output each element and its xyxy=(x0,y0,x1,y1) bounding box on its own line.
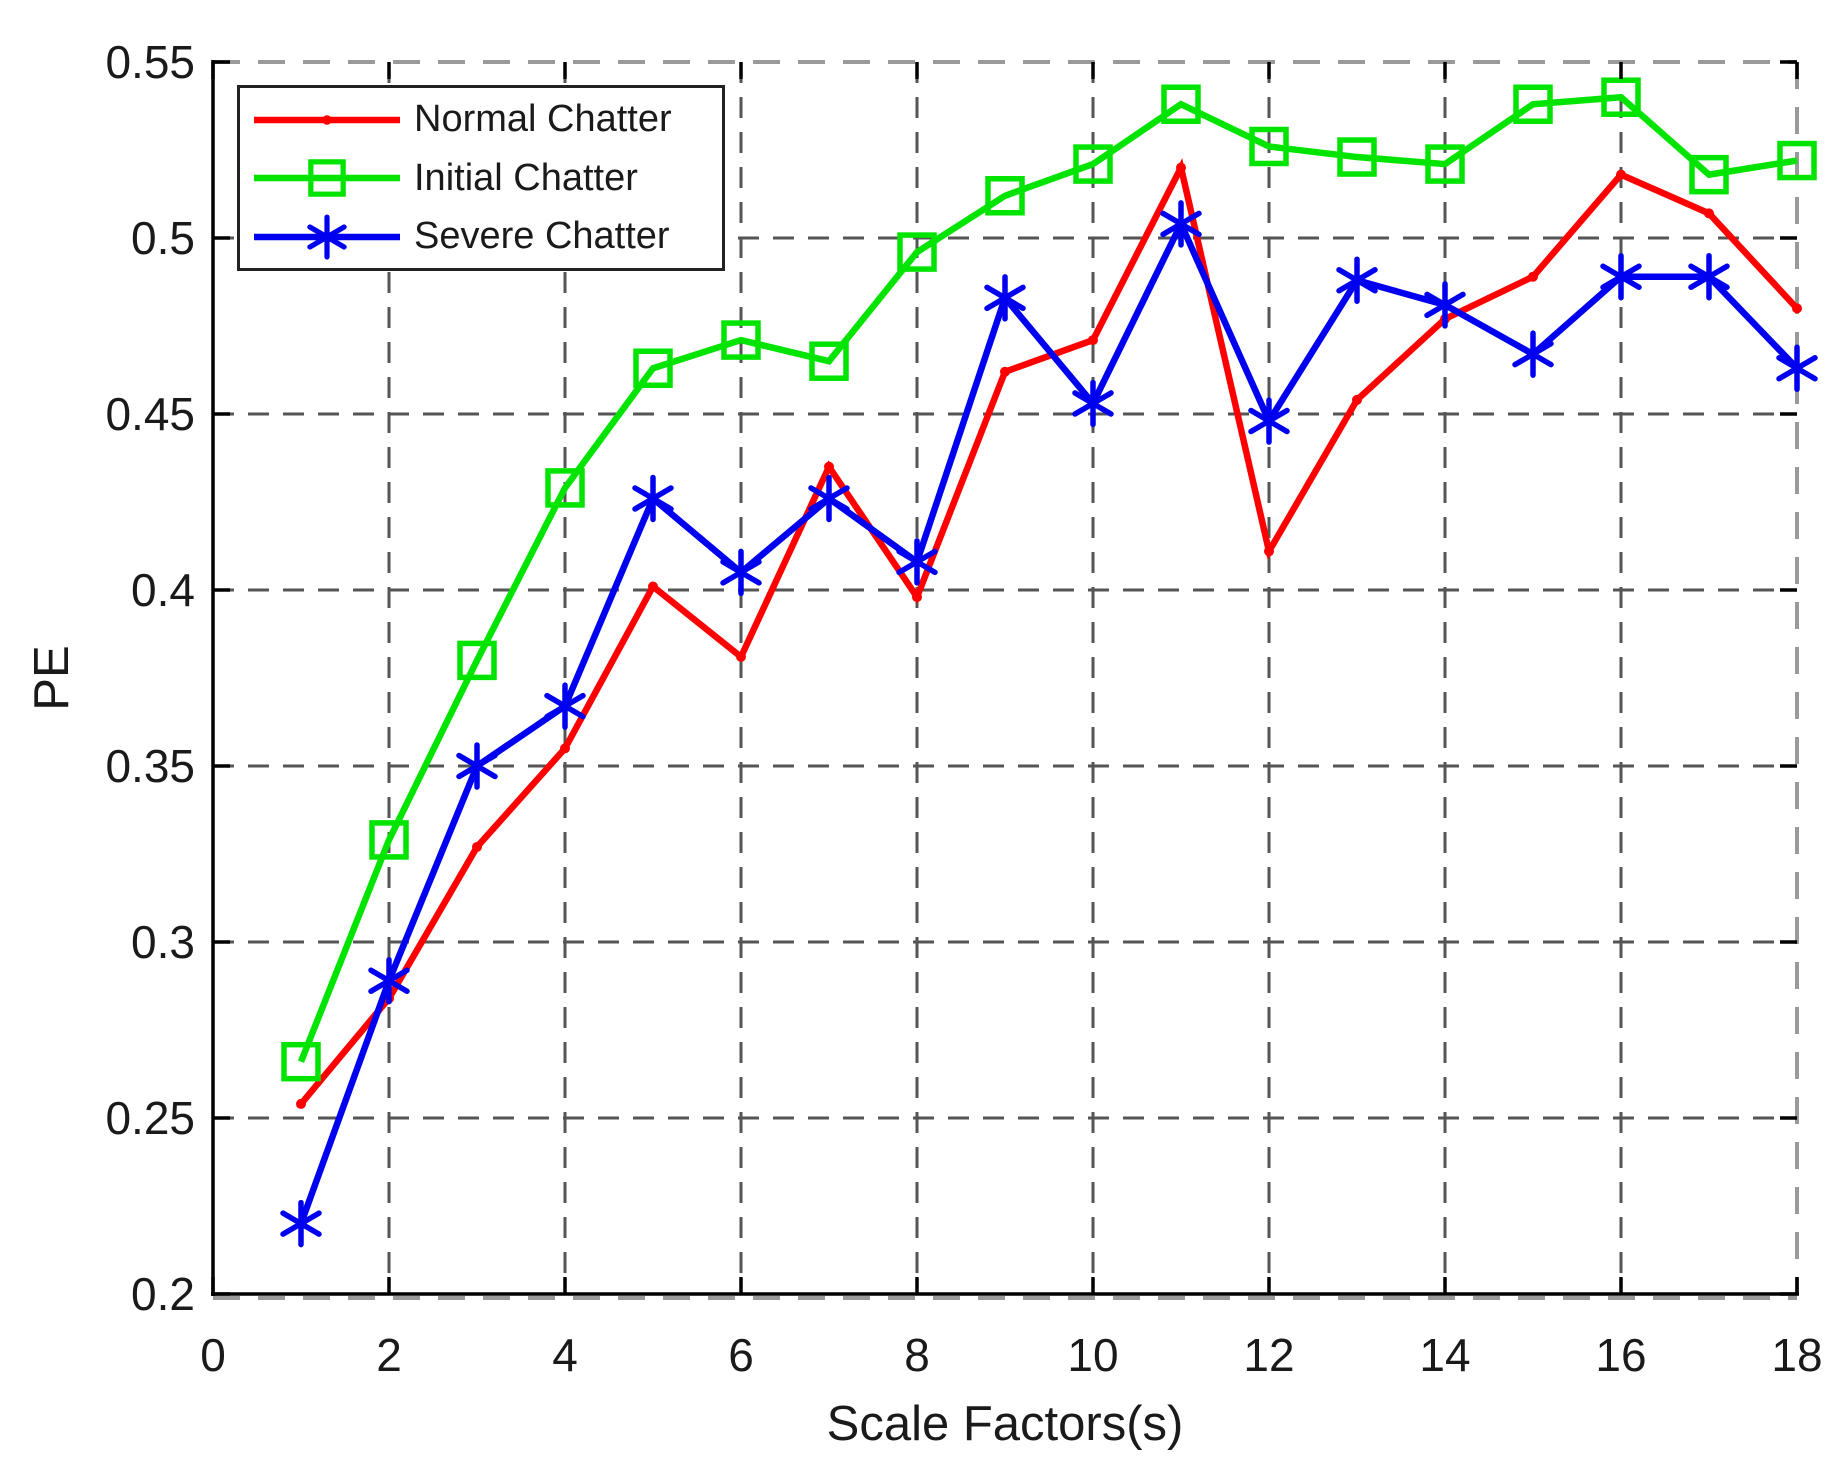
y-tick-label: 0.55 xyxy=(105,36,195,88)
marker-dot xyxy=(1264,546,1274,557)
y-axis-title: PE xyxy=(25,645,79,711)
x-tick-label: 4 xyxy=(552,1329,578,1381)
marker-dot xyxy=(1352,394,1362,405)
x-tick-label: 12 xyxy=(1243,1329,1294,1381)
marker-square xyxy=(1073,144,1113,184)
y-tick-label: 0.4 xyxy=(131,564,195,616)
marker-asterisk xyxy=(456,742,498,790)
marker-square xyxy=(1425,144,1465,184)
y-tick-label: 0.5 xyxy=(131,212,195,264)
marker-square xyxy=(1601,77,1641,117)
marker-asterisk xyxy=(368,956,410,1005)
marker-square xyxy=(985,176,1025,216)
legend-entry-normal-chatter: Normal Chatter xyxy=(240,91,722,149)
marker-asterisk xyxy=(1688,252,1730,301)
series-normal-chatter xyxy=(296,158,1802,1109)
marker-dot xyxy=(560,743,570,754)
legend: Normal Chatter Initial Chatter Severe Ch… xyxy=(237,85,725,271)
marker-dot xyxy=(296,1098,306,1109)
marker-dot xyxy=(648,581,658,592)
y-tick-label: 0.3 xyxy=(131,916,195,968)
marker-dot xyxy=(1088,335,1098,346)
x-tick-label: 2 xyxy=(376,1329,402,1381)
legend-sample-art xyxy=(254,159,400,197)
x-tick-label: 6 xyxy=(728,1329,754,1381)
tick-labels: 0 2 4 6 8 10 12 14 16 18 0.2 0.25 0.3 0.35 0.4 0.45 0.5 0… xyxy=(105,36,1822,1381)
x-tick-label: 10 xyxy=(1067,1329,1118,1381)
marker-asterisk xyxy=(1776,344,1818,392)
marker-asterisk xyxy=(1600,252,1642,301)
marker-asterisk xyxy=(896,538,938,586)
y-tick-label: 0.45 xyxy=(105,388,195,440)
series-severe-chatter xyxy=(280,200,1818,1248)
marker-square xyxy=(1513,84,1553,124)
marker-square xyxy=(897,232,937,272)
y-tick-label: 0.25 xyxy=(105,1092,195,1144)
marker-asterisk xyxy=(1072,379,1114,428)
marker-asterisk xyxy=(808,474,850,523)
legend-entry-severe-chatter: Severe Chatter xyxy=(240,208,722,266)
y-tick-label: 0.2 xyxy=(131,1268,195,1320)
x-tick-label: 16 xyxy=(1595,1329,1646,1381)
legend-label: Initial Chatter xyxy=(414,156,638,199)
legend-label: Normal Chatter xyxy=(414,98,672,140)
marker-asterisk xyxy=(544,682,586,730)
marker-dot xyxy=(824,461,834,472)
marker-dot xyxy=(472,841,482,852)
marker-dot xyxy=(1000,366,1010,377)
marker-dot xyxy=(1176,162,1186,173)
marker-asterisk xyxy=(1336,256,1378,304)
marker-square xyxy=(308,159,346,197)
series-initial-chatter xyxy=(281,77,1817,1082)
marker-square xyxy=(633,348,673,388)
legend-label: Severe Chatter xyxy=(414,215,670,257)
x-tick-label: 8 xyxy=(904,1329,930,1381)
marker-square xyxy=(1777,140,1817,181)
marker-dot xyxy=(322,114,332,125)
x-tick-label: 18 xyxy=(1771,1329,1822,1381)
legend-sample-severe-chatter xyxy=(254,213,400,260)
marker-dot xyxy=(1616,169,1626,180)
x-axis-title: Scale Factors(s) xyxy=(826,1397,1184,1451)
marker-square xyxy=(721,320,761,360)
marker-square xyxy=(809,341,849,381)
legend-sample-art xyxy=(254,213,400,260)
marker-asterisk xyxy=(307,213,347,260)
marker-dot xyxy=(1792,303,1802,314)
legend-sample-initial-chatter xyxy=(254,159,400,197)
marker-dot xyxy=(736,651,746,662)
marker-asterisk xyxy=(984,274,1026,322)
marker-square xyxy=(1337,137,1377,177)
marker-asterisk xyxy=(1248,397,1290,445)
marker-square xyxy=(545,468,585,508)
marker-asterisk xyxy=(1160,200,1202,248)
series-line-normal-chatter xyxy=(298,158,1800,1107)
marker-square xyxy=(281,1041,321,1082)
legend-sample-normal-chatter xyxy=(254,114,400,125)
marker-dot xyxy=(1704,208,1714,219)
marker-asterisk xyxy=(1424,281,1466,329)
marker-square xyxy=(369,820,409,860)
series-line-severe-chatter xyxy=(297,216,1800,1225)
marker-square xyxy=(1249,126,1289,167)
marker-square xyxy=(1689,154,1729,195)
marker-asterisk xyxy=(720,548,762,597)
axes xyxy=(211,60,1799,1296)
y-tick-label: 0.35 xyxy=(105,740,195,792)
x-tick-label: 0 xyxy=(200,1329,226,1381)
x-tick-label: 14 xyxy=(1419,1329,1470,1381)
legend-sample-art xyxy=(254,114,400,125)
marker-square xyxy=(1161,84,1201,124)
marker-dot xyxy=(1528,271,1538,282)
marker-asterisk xyxy=(280,1199,322,1248)
marker-dot xyxy=(912,592,922,603)
marker-square xyxy=(457,640,497,681)
legend-entry-initial-chatter: Initial Chatter xyxy=(240,149,722,207)
marker-asterisk xyxy=(632,474,674,523)
marker-asterisk xyxy=(1512,330,1554,378)
